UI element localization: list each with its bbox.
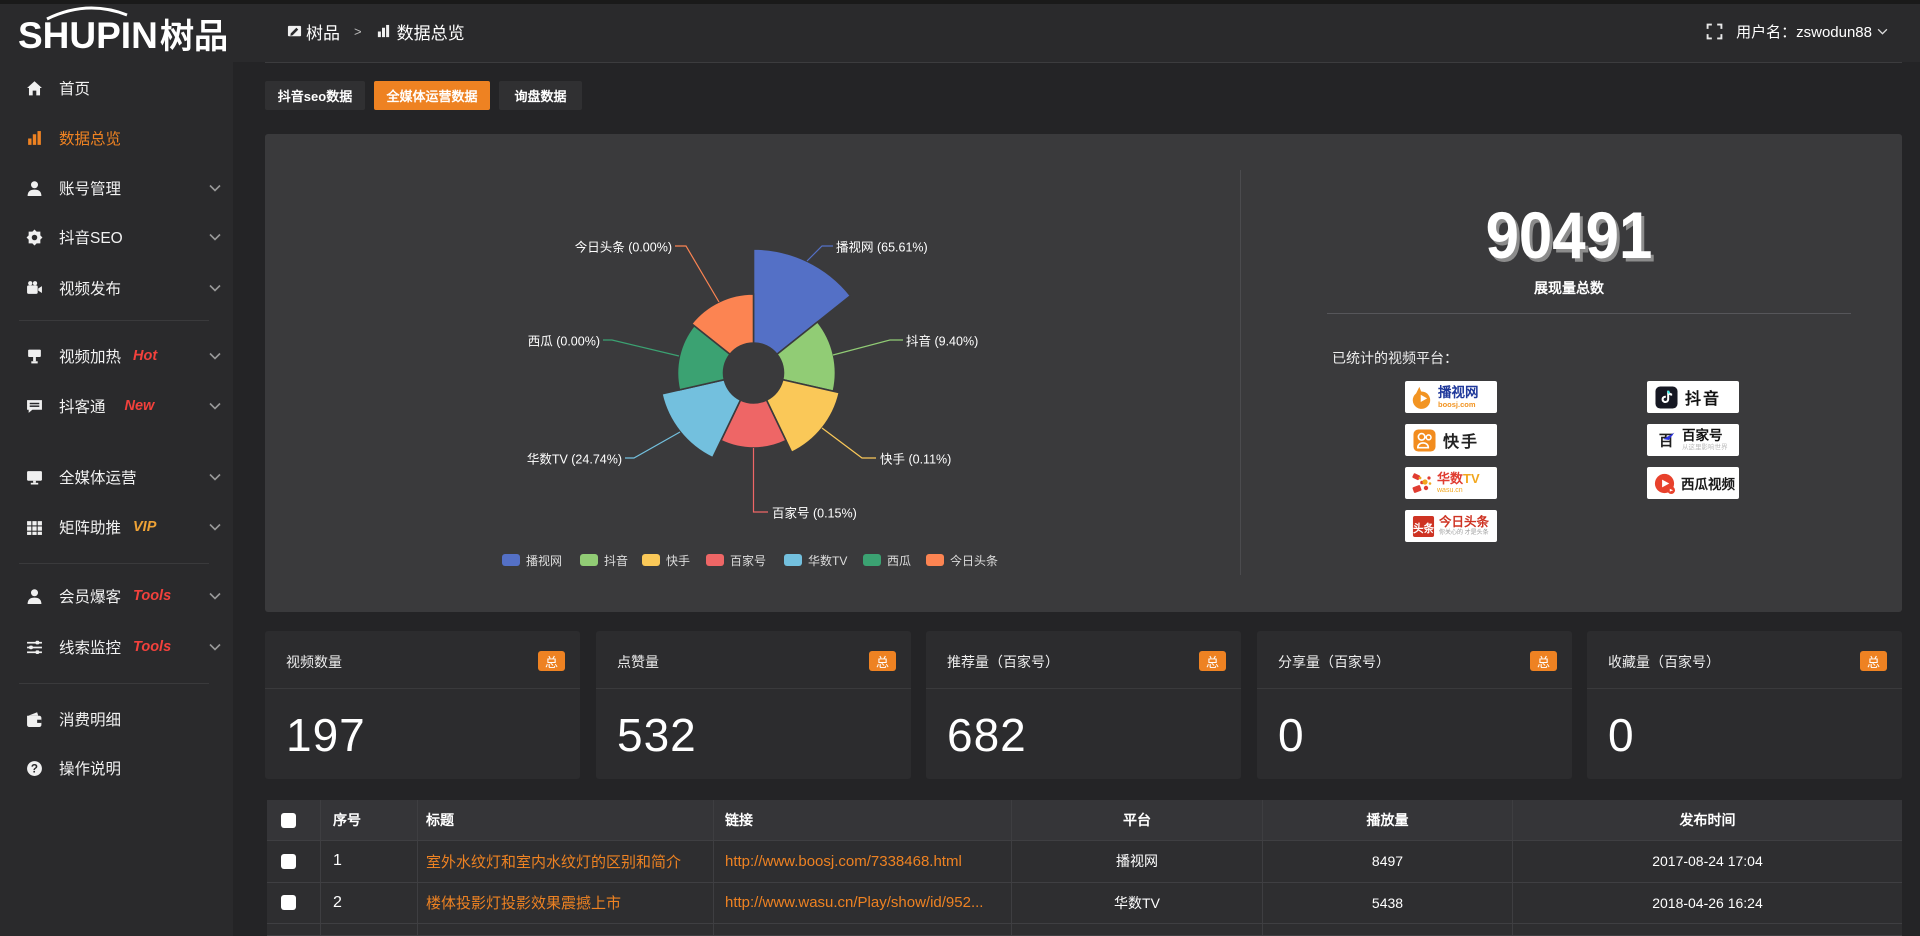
svg-text:SHUPIN: SHUPIN [18,15,158,54]
svg-text:头条: 头条 [1413,521,1435,534]
svg-text:树品: 树品 [160,18,228,54]
svg-text:?: ? [31,762,38,775]
